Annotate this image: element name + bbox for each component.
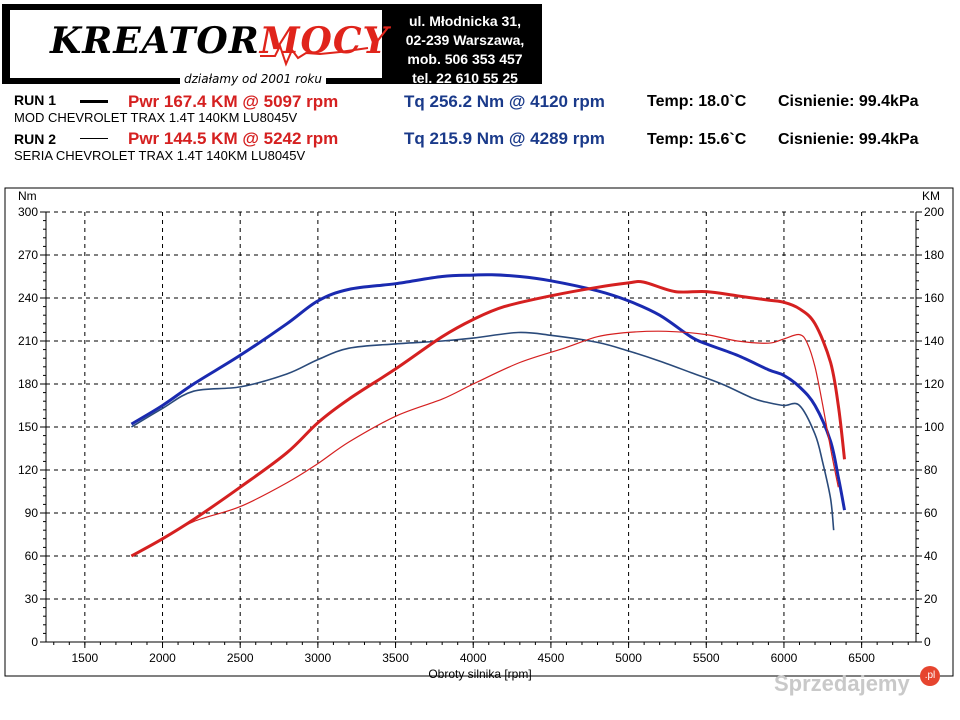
- watermark-badge: .pl: [920, 666, 940, 686]
- watermark-text: Sprzedajemy: [774, 671, 910, 696]
- run2-temp: Temp: 15.6`C: [647, 131, 747, 148]
- y-left-tick-label: 180: [18, 377, 38, 391]
- run2-label: RUN 2: [14, 131, 57, 147]
- x-tick-label: 6000: [771, 651, 798, 665]
- address-line: ul. Młodnicka 31,: [408, 13, 522, 29]
- y-left-tick-label: 210: [18, 334, 38, 348]
- y-left-tick-label: 300: [18, 205, 38, 219]
- y-left-tick-label: 60: [25, 549, 39, 563]
- run2-power: Pwr 144.5 KM @ 5242 rpm: [128, 129, 339, 148]
- logo-swoosh-icon: [260, 43, 369, 67]
- y-right-tick-label: 200: [924, 205, 944, 219]
- y-right-tick-label: 20: [924, 592, 938, 606]
- y-axis-left-label: Nm: [18, 189, 37, 203]
- chart-series-group: [130, 273, 846, 558]
- x-tick-label: 6500: [848, 651, 875, 665]
- run1-legend-line: [80, 100, 108, 103]
- x-tick-label: 1500: [71, 651, 98, 665]
- chart-grid: [46, 211, 916, 643]
- y-left-tick-label: 120: [18, 463, 38, 477]
- logo-main: KREATOR: [50, 20, 260, 62]
- y-right-tick-label: 80: [924, 463, 938, 477]
- y-left-tick-label: 270: [18, 248, 38, 262]
- y-right-tick-label: 100: [924, 420, 944, 434]
- x-tick-label: 2500: [227, 651, 254, 665]
- series-line-3: [130, 280, 846, 558]
- logo-banner: KREATORMOCY działamy od 2001 roku ul. Mł…: [2, 4, 542, 86]
- x-tick-label: 5500: [693, 651, 720, 665]
- run2-pressure: Cisnienie: 99.4kPa: [778, 131, 919, 148]
- y-right-tick-label: 120: [924, 377, 944, 391]
- y-right-tick-label: 60: [924, 506, 938, 520]
- y-right-tick-label: 140: [924, 334, 944, 348]
- run2-legend-line: [80, 138, 108, 139]
- chart-axes: 1500 2000 2500 3000 3500 4000 4500 5000 5500 6000…: [18, 205, 944, 665]
- run1-power: Pwr 167.4 KM @ 5097 rpm: [128, 92, 339, 111]
- run1-name: MOD CHEVROLET TRAX 1.4T 140KM LU8045V: [14, 110, 298, 125]
- x-tick-label: 4500: [538, 651, 565, 665]
- y-right-tick-label: 0: [924, 635, 931, 649]
- run1-torque: Tq 256.2 Nm @ 4120 rpm: [404, 92, 605, 111]
- y-left-tick-label: 90: [25, 506, 39, 520]
- logo-accent: MOCY: [259, 20, 390, 62]
- logo-tagline: działamy od 2001 roku: [180, 72, 326, 86]
- chart-frame: [4, 187, 954, 677]
- x-tick-label: 5000: [615, 651, 642, 665]
- run1-temp: Temp: 18.0`C: [647, 93, 747, 110]
- y-left-tick-label: 150: [18, 420, 38, 434]
- y-right-tick-label: 180: [924, 248, 944, 262]
- y-right-tick-label: 160: [924, 291, 944, 305]
- logo-panel: KREATORMOCY działamy od 2001 roku: [10, 10, 388, 86]
- series-line-1: [130, 273, 846, 511]
- logo-wordmark: KREATORMOCY: [50, 20, 389, 62]
- address-line: mob. 506 353 457: [407, 51, 523, 67]
- y-left-tick-label: 240: [18, 291, 38, 305]
- x-tick-label: 2000: [149, 651, 176, 665]
- y-left-tick-label: 30: [25, 592, 39, 606]
- address-block: ul. Młodnicka 31, 02-239 Warszawa, mob. …: [390, 12, 540, 88]
- series-line-4: [131, 330, 839, 557]
- dyno-chart: 1500 2000 2500 3000 3500 4000 4500 5000 5500 6000…: [4, 187, 954, 681]
- x-tick-label: 3500: [382, 651, 409, 665]
- series-line-2: [130, 331, 835, 531]
- y-axis-right-label: KM: [922, 189, 940, 203]
- run2-name: SERIA CHEVROLET TRAX 1.4T 140KM LU8045V: [14, 148, 306, 163]
- run1-label: RUN 1: [14, 92, 57, 108]
- address-line: 02-239 Warszawa,: [405, 32, 525, 48]
- address-line: tel. 22 610 55 25: [412, 70, 518, 86]
- x-tick-label: 4000: [460, 651, 487, 665]
- x-axis-label: Obroty silnika [rpm]: [428, 667, 531, 681]
- y-right-tick-label: 40: [924, 549, 938, 563]
- run1-pressure: Cisnienie: 99.4kPa: [778, 93, 919, 110]
- y-left-tick-label: 0: [31, 635, 38, 649]
- x-tick-label: 3000: [305, 651, 332, 665]
- run2-torque: Tq 215.9 Nm @ 4289 rpm: [404, 129, 605, 148]
